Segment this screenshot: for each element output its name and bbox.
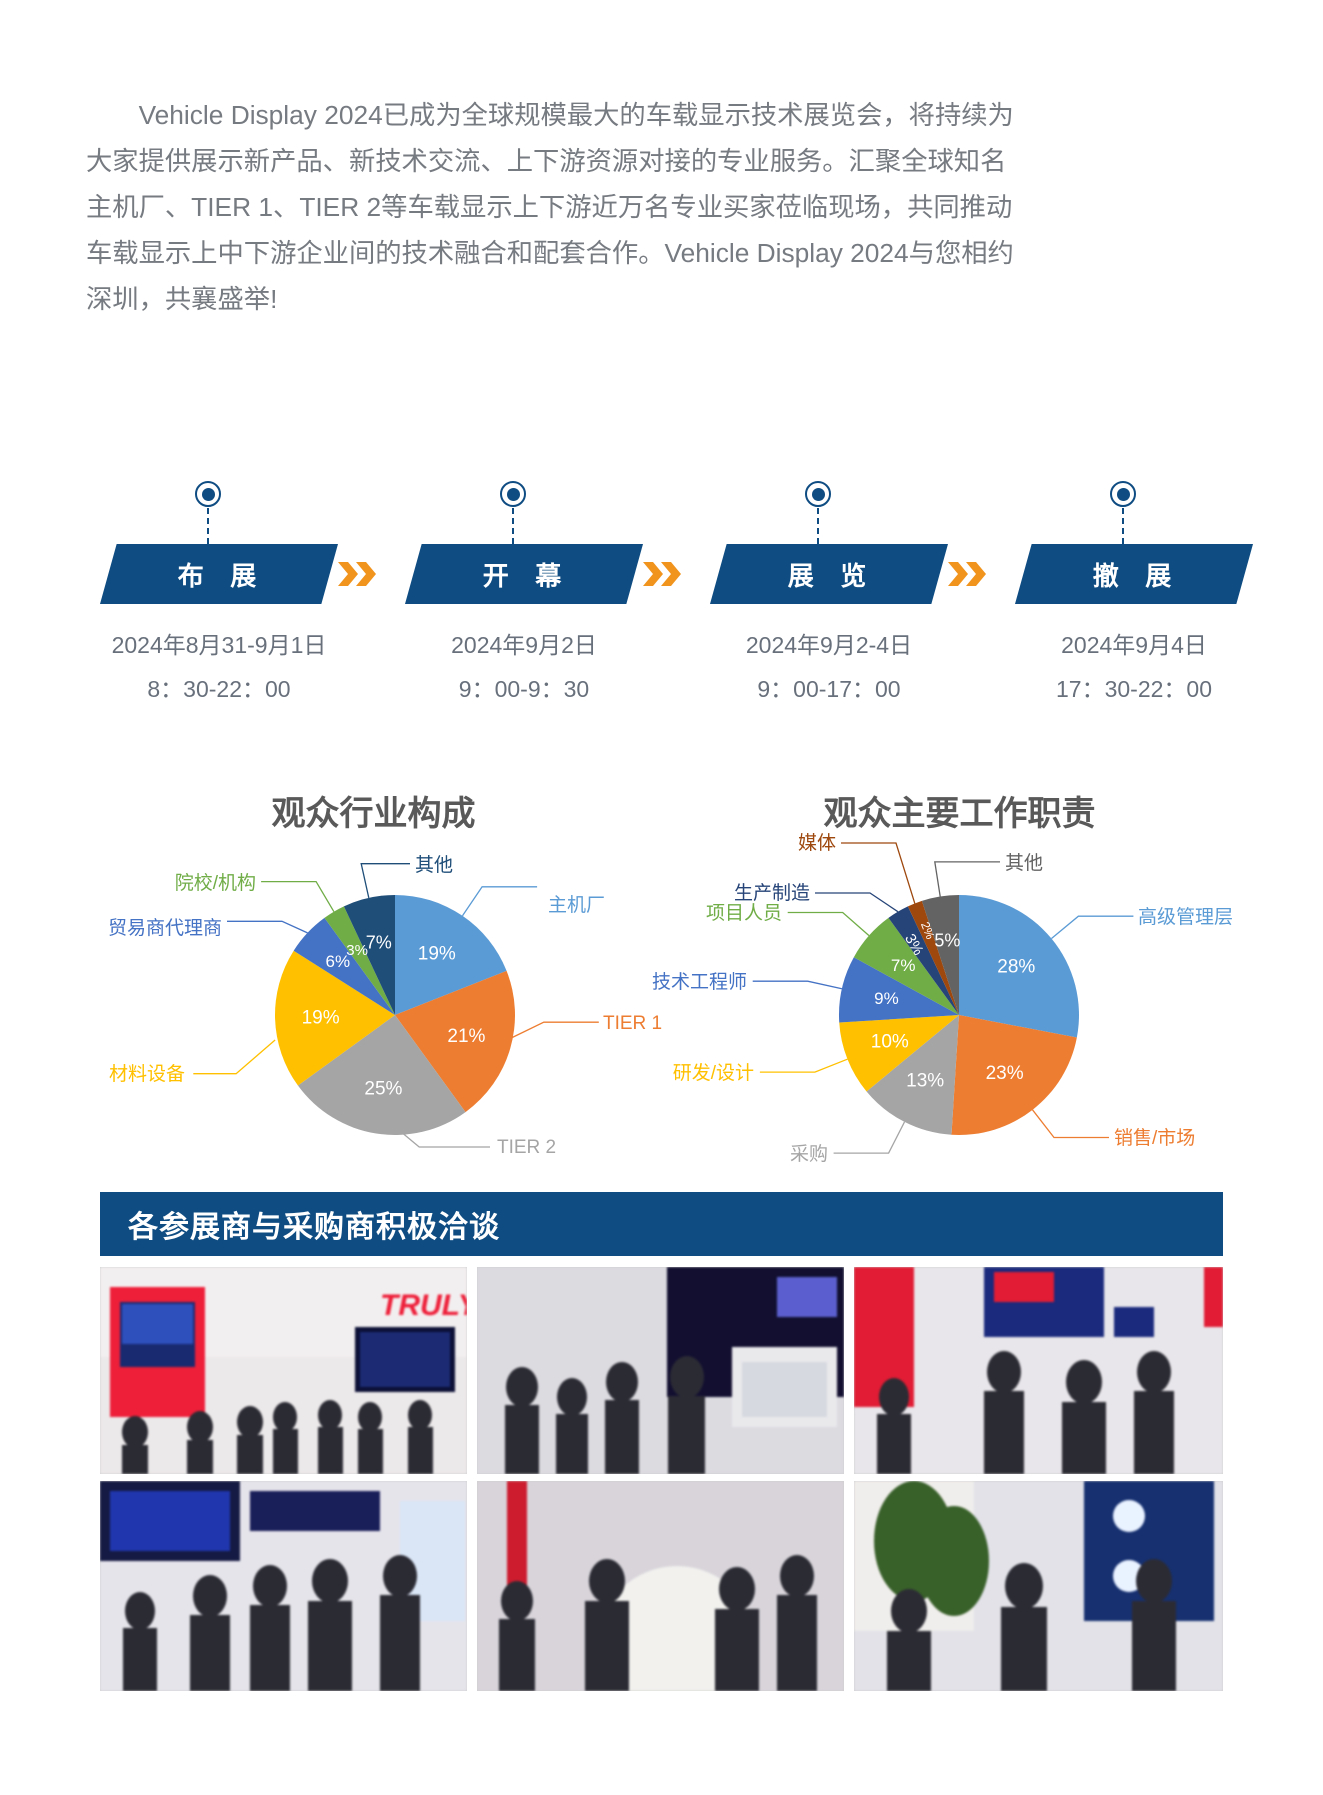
svg-text:研发/设计: 研发/设计 [673, 1062, 754, 1084]
svg-text:28%: 28% [997, 957, 1035, 978]
svg-text:5%: 5% [934, 931, 960, 951]
svg-text:销售/市场: 销售/市场 [1114, 1127, 1195, 1149]
svg-text:13%: 13% [906, 1070, 944, 1091]
svg-text:7%: 7% [891, 956, 916, 975]
svg-text:采购: 采购 [790, 1143, 828, 1165]
svg-text:23%: 23% [986, 1063, 1024, 1084]
svg-text:TRULY: TRULY [380, 1289, 467, 1322]
svg-text:9%: 9% [874, 989, 899, 1008]
svg-text:10%: 10% [871, 1031, 909, 1052]
svg-text:项目人员: 项目人员 [706, 902, 782, 924]
svg-text:其他: 其他 [1005, 852, 1043, 874]
svg-text:生产制造: 生产制造 [734, 882, 810, 904]
svg-text:高级管理层: 高级管理层 [1138, 906, 1233, 928]
svg-text:媒体: 媒体 [798, 832, 836, 854]
svg-text:技术工程师: 技术工程师 [652, 971, 747, 993]
